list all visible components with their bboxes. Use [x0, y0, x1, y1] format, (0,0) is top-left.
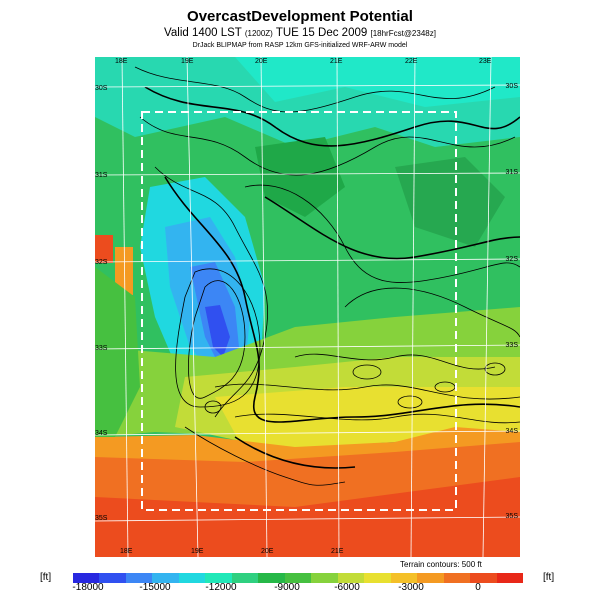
legend-swatch [73, 573, 100, 583]
contour-line [484, 362, 506, 376]
contour-line [397, 395, 423, 409]
legend-tick: -12000 [205, 582, 237, 593]
grid-line [95, 84, 520, 88]
grid-line [482, 57, 492, 557]
lon-label-top: 18E [115, 58, 128, 65]
legend-swatch [99, 573, 126, 583]
legend-tick: -18000 [72, 582, 104, 593]
lat-label-left: 30S [95, 85, 108, 92]
contour-line [352, 364, 382, 380]
legend-swatch [390, 573, 418, 583]
region-green-dark-2 [395, 157, 505, 247]
legend-swatch [311, 573, 338, 583]
legend-swatch [364, 573, 391, 583]
lon-label-top: 21E [330, 58, 343, 65]
lat-label-right: 31S [505, 169, 518, 176]
lat-label-left: 35S [95, 515, 108, 522]
lon-label-top: 22E [405, 58, 418, 65]
lon-label-bottom: 19E [191, 548, 204, 555]
grid-line [95, 172, 520, 176]
grid-line [186, 57, 199, 557]
contour-line [214, 383, 520, 400]
lat-label-right: 32S [505, 256, 518, 263]
legend-swatch [470, 573, 497, 583]
lat-label-left: 34S [95, 430, 108, 437]
grid-line [95, 344, 520, 350]
lon-label-bottom: 21E [331, 548, 344, 555]
legend-swatch [231, 573, 259, 583]
graticule [95, 57, 520, 557]
map-title: OvercastDevelopment Potential [187, 8, 413, 25]
contour-note: Terrain contours: 500 ft [400, 560, 482, 569]
model-credit: DrJack BLIPMAP from RASP 12km GFS-initia… [192, 42, 408, 49]
grid-line [95, 516, 520, 522]
legend-swatch [205, 573, 232, 583]
lat-label-right: 34S [505, 428, 518, 435]
lat-label-left: 32S [95, 259, 108, 266]
region-coast-orange [115, 247, 133, 295]
region-green-dark-1 [255, 137, 345, 217]
lat-label-right: 33S [505, 342, 518, 349]
legend-swatch [443, 573, 471, 583]
contour-line [294, 353, 496, 370]
map-canvas [95, 57, 520, 557]
legend-swatch [337, 573, 365, 583]
region-west-green [95, 267, 140, 437]
legend-swatch [284, 573, 312, 583]
color-legend [73, 573, 523, 583]
lon-label-bottom: 20E [261, 548, 274, 555]
grid-line [260, 57, 268, 557]
contour-line [344, 287, 520, 338]
legend-swatch [417, 573, 444, 583]
contour-line [154, 166, 269, 418]
legend-swatch [496, 573, 523, 583]
lat-label-right: 30S [505, 83, 518, 90]
legend-swatch [178, 573, 206, 583]
legend-swatch [152, 573, 179, 583]
inner-domain-box [141, 111, 457, 511]
lat-label-left: 31S [95, 172, 108, 179]
terrain-contours [134, 66, 520, 486]
lat-label-right: 35S [505, 513, 518, 520]
lon-label-top: 20E [255, 58, 268, 65]
lat-label-left: 33S [95, 345, 108, 352]
region-deep-blue [205, 305, 230, 357]
contour-line [234, 413, 520, 424]
contour-line [164, 176, 520, 423]
legend-swatch [258, 573, 285, 583]
contour-line [244, 184, 520, 283]
grid-line [95, 258, 520, 263]
lon-label-top: 19E [181, 58, 194, 65]
legend-tick: -15000 [139, 582, 171, 593]
legend-tick: 0 [475, 582, 481, 593]
grid-line [336, 57, 340, 557]
contour-line [264, 196, 520, 260]
legend-swatch [125, 573, 153, 583]
grid-line [410, 57, 416, 557]
grid-line [121, 57, 129, 557]
grid-line [95, 430, 520, 436]
lon-label-top: 23E [479, 58, 492, 65]
contour-line [184, 426, 346, 486]
region-teal-north-light [235, 57, 520, 107]
forecast-info: [18hrFcst@2348z] [370, 29, 436, 38]
forecast-map: 18E 19E 20E 21E 22E 23E 30S 31S 32S 33S … [95, 57, 520, 557]
valid-time-zulu: (1200Z) [244, 29, 273, 38]
legend-unit-left: [ft] [40, 572, 52, 583]
contour-line [188, 280, 246, 399]
map-subtitle: Valid 1400 LST (1200Z) TUE 15 Dec 2009 [… [0, 27, 600, 39]
contour-line [204, 400, 222, 414]
valid-time: Valid 1400 LST [164, 27, 242, 39]
legend-unit-right: [ft] [543, 572, 555, 583]
lon-label-bottom: 18E [120, 548, 133, 555]
legend-tick: -9000 [274, 582, 300, 593]
valid-date: TUE 15 Dec 2009 [275, 27, 368, 39]
contour-line [139, 116, 516, 176]
region-red-orange [95, 477, 520, 557]
legend-tick: -3000 [398, 582, 424, 593]
legend-tick: -6000 [334, 582, 360, 593]
region-coast-red [95, 235, 113, 263]
